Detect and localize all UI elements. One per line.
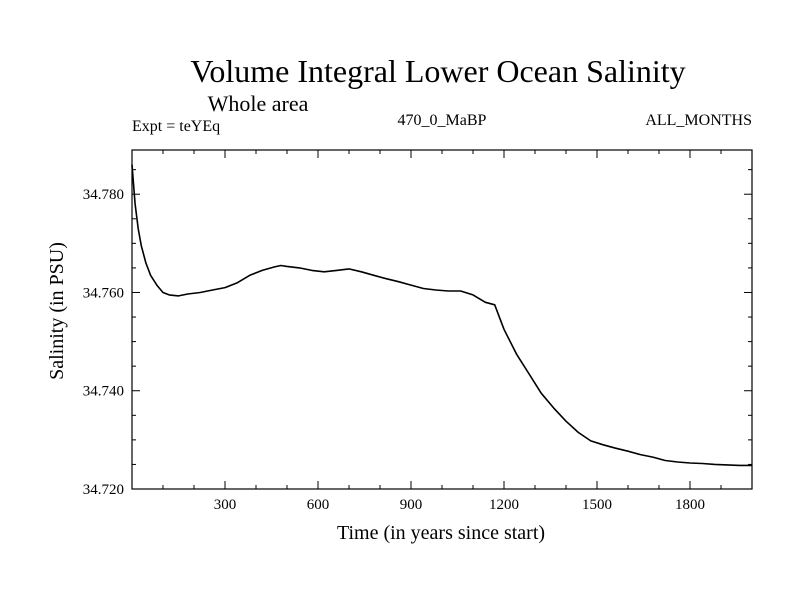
x-tick-label: 300 <box>214 497 237 513</box>
series-line-salinity <box>131 164 752 467</box>
x-tick-label: 1500 <box>582 497 612 513</box>
x-axis-label: Time (in years since start) <box>337 522 545 544</box>
header-left-experiment: Expt = teYEq <box>132 118 220 135</box>
y-tick-label: 34.720 <box>83 482 124 498</box>
chart-subtitle: Whole area <box>208 91 309 116</box>
x-tick-label: 900 <box>400 497 423 513</box>
y-axis-label: Salinity (in PSU) <box>46 242 68 380</box>
chart-title: Volume Integral Lower Ocean Salinity <box>190 53 685 89</box>
y-tick-label: 34.760 <box>83 285 124 301</box>
x-tick-label: 1800 <box>675 497 705 513</box>
x-tick-label: 1200 <box>489 497 519 513</box>
y-tick-label: 34.780 <box>83 187 124 203</box>
y-tick-label: 34.740 <box>83 384 124 400</box>
header-right-months: ALL_MONTHS <box>645 112 752 129</box>
x-tick-label: 600 <box>307 497 330 513</box>
plot-frame <box>131 149 753 490</box>
header-center-period: 470_0_MaBP <box>398 112 487 129</box>
plot-layer: 300 600 900 1200 1500 1800 34.720 34.740 34.760 3… <box>83 149 753 513</box>
